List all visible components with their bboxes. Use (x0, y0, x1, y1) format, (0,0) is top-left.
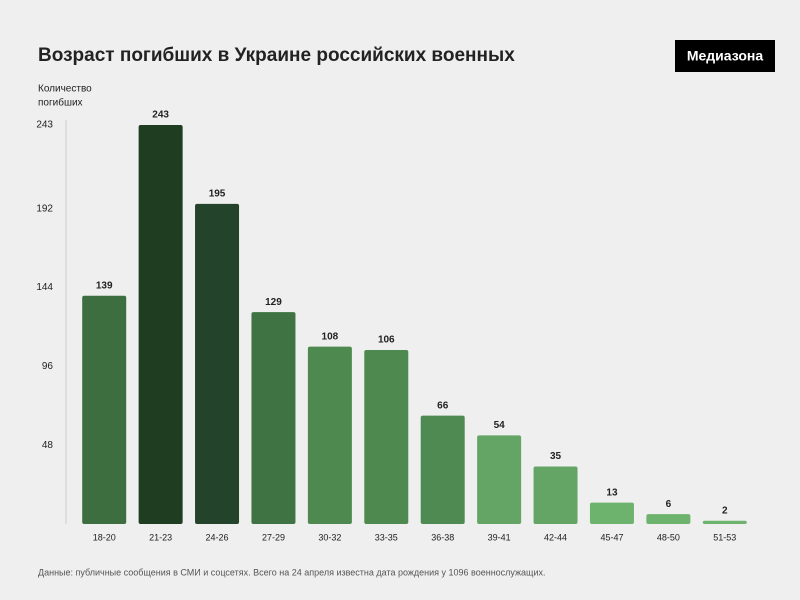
x-tick-label: 33-35 (375, 532, 398, 542)
bar (82, 295, 127, 524)
bar (195, 203, 240, 524)
value-label: 106 (378, 335, 395, 346)
x-tick-label: 24-26 (206, 532, 229, 542)
logo-box (675, 40, 775, 72)
value-label: 54 (494, 420, 506, 431)
bar (138, 125, 183, 524)
x-tick-label: 21-23 (149, 532, 172, 542)
x-tick-label: 30-32 (318, 532, 341, 542)
value-label: 2 (722, 505, 728, 516)
y-tick-label: 96 (42, 361, 54, 372)
bar (533, 466, 578, 524)
value-label: 108 (322, 331, 339, 342)
bar (420, 415, 465, 524)
x-tick-label: 42-44 (544, 532, 567, 542)
x-tick-label: 18-20 (93, 532, 116, 542)
x-tick-label: 27-29 (262, 532, 285, 542)
x-tick-label: 36-38 (431, 532, 454, 542)
bar (589, 502, 634, 524)
bar (477, 435, 522, 524)
bar (251, 312, 296, 524)
value-label: 66 (437, 400, 449, 411)
value-label: 139 (96, 280, 113, 291)
value-label: 13 (606, 487, 618, 498)
y-tick-label: 192 (36, 203, 53, 214)
bar (702, 520, 747, 524)
x-tick-label: 51-53 (713, 532, 736, 542)
value-label: 243 (152, 110, 169, 121)
bar (364, 349, 409, 524)
y-tick-label: 48 (42, 440, 54, 451)
x-tick-label: 39-41 (488, 532, 511, 542)
footnote: Данные: публичные сообщения в СМИ и соцс… (38, 567, 546, 577)
value-label: 195 (209, 188, 226, 199)
value-label: 35 (550, 451, 562, 462)
y-tick-label: 243 (36, 120, 53, 131)
value-label: 129 (265, 297, 282, 308)
logo: Медиазона (687, 48, 764, 64)
chart-title: Возраст погибших в Украине российских во… (38, 45, 515, 66)
bar (307, 346, 352, 524)
x-tick-label: 45-47 (600, 532, 623, 542)
y-tick-label: 144 (36, 282, 53, 293)
x-tick-label: 48-50 (657, 532, 680, 542)
value-label: 6 (666, 499, 672, 510)
bar (646, 514, 691, 524)
y-axis-label: погибших (38, 97, 83, 109)
y-axis-label: Количество (38, 84, 92, 95)
